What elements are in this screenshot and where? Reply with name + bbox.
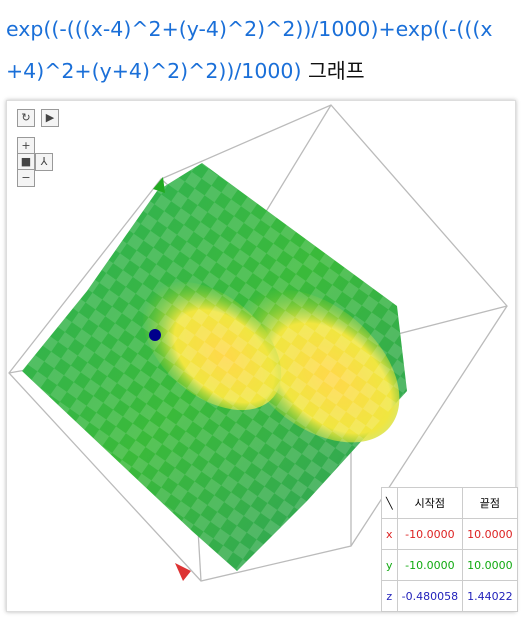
reset-button[interactable]: ↻ <box>17 109 35 127</box>
play-button[interactable]: ▶ <box>41 109 59 127</box>
end: 1.44022 <box>462 580 518 612</box>
title-suffix: 그래프 <box>308 59 365 83</box>
end: 10.0000 <box>462 518 518 550</box>
range-table: ╲ 시작점 끝점 x -10.0000 10.0000 y -10.0000 10.0000… <box>381 487 518 612</box>
axis-name: x <box>381 518 398 550</box>
col-header: 시작점 <box>396 487 464 519</box>
y-axis-arrow <box>153 177 165 193</box>
graph-view: ↻ ▶ + ■ ⅄ − ╲ 시작점 끝점 x -10.0000 10.0000 y -10… <box>6 100 518 612</box>
end: 10.0000 <box>462 549 518 581</box>
start: -10.0000 <box>396 518 464 550</box>
surface <box>22 163 407 571</box>
plot <box>8 104 508 582</box>
z-axis-arrow <box>149 329 161 341</box>
start: -10.0000 <box>396 549 464 581</box>
x-axis-arrow <box>175 563 191 581</box>
axis-name: z <box>381 580 398 612</box>
axis-name: y <box>381 549 398 581</box>
title: exp((-(((x-4)^2+(y-4)^2)^2))/1000)+exp((… <box>6 8 506 92</box>
col-header: 끝점 <box>462 487 518 519</box>
zoom-out[interactable]: − <box>17 169 35 187</box>
axes-toggle[interactable]: ⅄ <box>35 153 53 171</box>
corner: ╲ <box>381 487 398 519</box>
start: -0.480058 <box>396 580 464 612</box>
formula-link[interactable]: exp((-(((x-4)^2+(y-4)^2)^2))/1000)+exp((… <box>6 17 493 83</box>
